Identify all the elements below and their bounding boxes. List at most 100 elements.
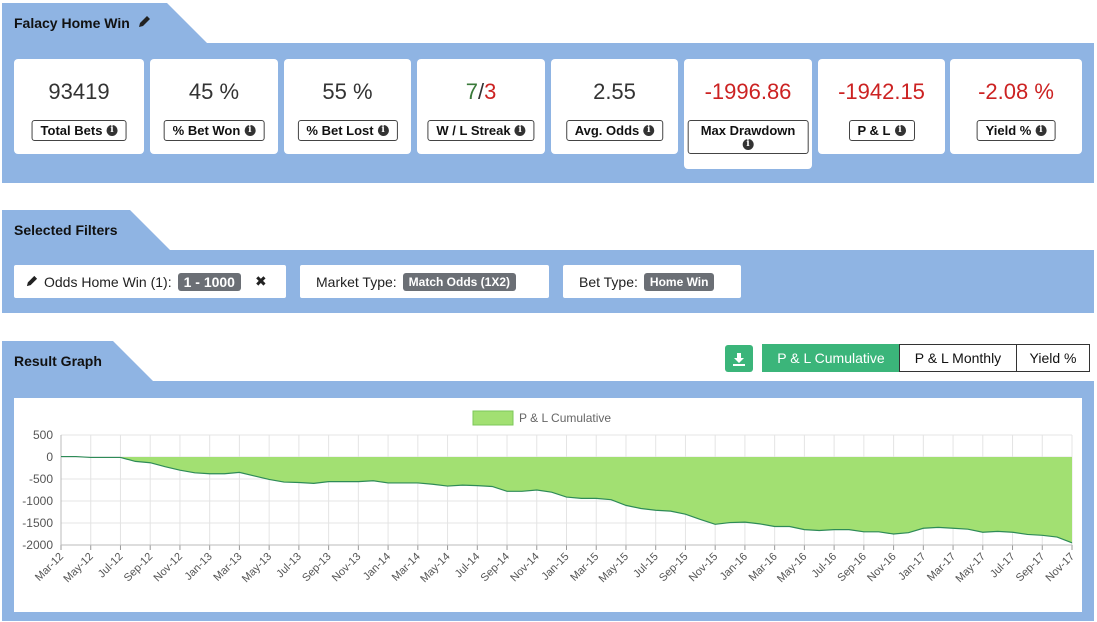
stat-label-button[interactable]: Total Bets i xyxy=(31,120,127,141)
y-tick-label: -1000 xyxy=(22,494,53,508)
info-icon: i xyxy=(514,125,526,136)
y-tick-label: -500 xyxy=(29,472,53,486)
x-tick-label: May-14 xyxy=(418,551,452,585)
result-title: Result Graph xyxy=(14,353,102,369)
x-tick-label: Jan-16 xyxy=(718,551,750,583)
x-tick-label: Mar-15 xyxy=(568,551,601,584)
x-tick-label: Nov-12 xyxy=(151,551,185,585)
y-tick-label: 0 xyxy=(46,450,53,464)
x-tick-label: Nov-13 xyxy=(330,551,364,585)
stat-yield: -2.08 % Yield % i xyxy=(950,59,1082,154)
legend-label: P & L Cumulative xyxy=(519,411,611,425)
pencil-icon[interactable] xyxy=(26,274,38,290)
x-tick-label: Mar-13 xyxy=(211,551,244,584)
graph-mode-toggle: P & L Cumulative P & L Monthly Yield % xyxy=(762,344,1090,372)
info-icon: i xyxy=(894,125,906,136)
stat-max-drawdown: -1996.86 Max Drawdown i xyxy=(684,59,812,169)
x-tick-label: May-13 xyxy=(240,551,274,585)
y-tick-label: -1500 xyxy=(22,516,53,530)
x-tick-label: Sep-14 xyxy=(479,551,513,585)
filter-odds-home-win: Odds Home Win (1): 1 - 1000 ✖ xyxy=(14,265,286,298)
x-tick-label: May-12 xyxy=(61,551,95,585)
x-tick-label: Sep-12 xyxy=(122,551,156,585)
stat-value: 55 % xyxy=(322,79,373,104)
stat-value: 2.55 xyxy=(593,79,636,104)
stat-total-bets: 93419 Total Bets i xyxy=(14,59,144,154)
stat-value: -1942.15 xyxy=(838,79,925,104)
stat-label-button[interactable]: Avg. Odds i xyxy=(565,120,664,141)
download-icon xyxy=(733,352,745,366)
streak-win: 7 xyxy=(465,79,478,104)
stat-label-button[interactable]: % Bet Won i xyxy=(163,120,265,141)
x-tick-label: Mar-17 xyxy=(925,551,958,584)
pl-series-line xyxy=(61,455,1073,544)
filter-label: Odds Home Win (1): xyxy=(44,273,172,290)
stat-value: 93419 xyxy=(48,79,110,104)
x-tick-label: May-15 xyxy=(597,551,631,585)
x-tick-label: May-17 xyxy=(953,551,987,585)
info-icon: i xyxy=(643,125,655,136)
filter-value-badge: 1 - 1000 xyxy=(177,272,241,291)
x-tick-label: Mar-16 xyxy=(747,551,780,584)
info-icon: i xyxy=(244,125,256,136)
stat-label-button[interactable]: W / L Streak i xyxy=(427,120,535,141)
result-tab: Result Graph xyxy=(2,341,153,381)
x-tick-label: Jan-15 xyxy=(539,551,571,583)
x-tick-label: Sep-16 xyxy=(835,551,869,585)
stat-label-button[interactable]: Yield % i xyxy=(976,120,1056,141)
filters-tab-bg xyxy=(2,210,170,250)
legend-swatch xyxy=(472,410,514,426)
remove-filter-icon[interactable]: ✖ xyxy=(254,273,267,289)
streak-loss: 3 xyxy=(484,79,497,104)
stat-value: -1996.86 xyxy=(704,79,792,104)
x-tick-label: Nov-15 xyxy=(687,551,721,585)
x-tick-label: Jan-13 xyxy=(183,551,215,583)
x-tick-label: Mar-12 xyxy=(33,551,66,584)
info-icon: i xyxy=(1035,125,1047,136)
stat-label-button[interactable]: Max Drawdown i xyxy=(687,120,809,154)
x-tick-label: May-16 xyxy=(775,551,809,585)
info-icon: i xyxy=(106,125,118,136)
filters-title: Selected Filters xyxy=(14,222,118,238)
filter-value-badge: Match Odds (1X2) xyxy=(402,272,517,291)
x-tick-label: Mar-14 xyxy=(390,551,423,584)
stat-label-button[interactable]: % Bet Lost i xyxy=(297,120,398,141)
pencil-icon[interactable] xyxy=(138,15,151,31)
stat-bet-lost: 55 % % Bet Lost i xyxy=(284,59,411,154)
header-tab: Falacy Home Win xyxy=(2,3,207,43)
strategy-title: Falacy Home Win xyxy=(14,15,130,31)
y-tick-label: 500 xyxy=(33,428,53,442)
x-tick-label: Nov-17 xyxy=(1044,551,1078,585)
download-button[interactable] xyxy=(725,345,753,372)
filter-label: Market Type: xyxy=(316,273,397,290)
stat-value: -2.08 % xyxy=(978,79,1054,104)
info-icon: i xyxy=(377,125,389,136)
stat-value: 7/3 xyxy=(417,79,545,105)
filters-tab: Selected Filters xyxy=(2,210,170,250)
x-tick-label: Sep-15 xyxy=(657,551,691,585)
filter-label: Bet Type: xyxy=(579,273,638,290)
filter-value-badge: Home Win xyxy=(643,272,715,291)
stat-value: 45 % xyxy=(188,79,240,104)
x-tick-label: Nov-16 xyxy=(865,551,899,585)
streak-separator: / xyxy=(477,79,485,104)
x-tick-label: Jan-14 xyxy=(361,551,393,583)
pl-cumulative-button[interactable]: P & L Cumulative xyxy=(762,344,900,372)
x-tick-label: Sep-13 xyxy=(300,551,334,585)
filter-bet-type: Bet Type: Home Win xyxy=(563,265,741,298)
filter-market-type: Market Type: Match Odds (1X2) xyxy=(300,265,549,298)
pl-area xyxy=(61,456,1072,543)
yield-button[interactable]: Yield % xyxy=(1016,344,1090,372)
y-tick-label: -2000 xyxy=(22,538,53,552)
x-tick-label: Jan-17 xyxy=(896,551,928,583)
pl-monthly-button[interactable]: P & L Monthly xyxy=(899,344,1017,372)
x-tick-label: Nov-14 xyxy=(508,551,542,585)
stat-bet-won: 45 % % Bet Won i xyxy=(150,59,278,154)
info-icon: i xyxy=(742,139,754,150)
x-tick-label: Sep-17 xyxy=(1014,551,1048,585)
stat-wl-streak: 7/3 W / L Streak i xyxy=(417,59,545,154)
stat-avg-odds: 2.55 Avg. Odds i xyxy=(551,59,678,154)
